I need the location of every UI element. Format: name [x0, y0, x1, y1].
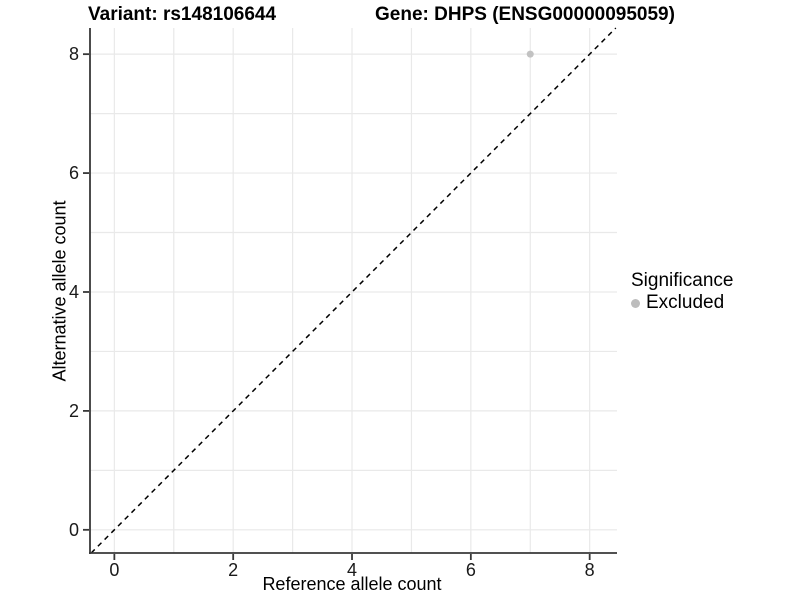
identity-dashed-line	[90, 27, 617, 554]
y-axis-title: Alternative allele count	[49, 200, 70, 382]
legend-items: Excluded	[631, 293, 733, 313]
gene-title: Gene: DHPS (ENSG00000095059)	[375, 4, 675, 25]
variant-title: Variant: rs148106644	[88, 4, 277, 25]
x-axis-title: Reference allele count	[262, 574, 442, 594]
legend-item-label: Excluded	[646, 292, 725, 313]
x-tick-label: 4	[347, 560, 357, 580]
x-tick-label: 0	[109, 560, 119, 580]
y-tick-label: 0	[69, 520, 79, 540]
x-tick-label: 2	[228, 560, 238, 580]
legend-item: Excluded	[631, 293, 733, 313]
y-tick-label: 4	[69, 282, 79, 302]
x-tick-label: 8	[585, 560, 595, 580]
legend-title: Significance	[631, 270, 734, 291]
data-point	[526, 50, 534, 58]
y-tick-label: 6	[69, 163, 79, 183]
y-tick-label: 8	[69, 44, 79, 64]
y-tick-label: 2	[69, 401, 79, 421]
legend: Significance Excluded	[631, 270, 733, 313]
x-tick-label: 6	[466, 560, 476, 580]
legend-key-dot-icon	[631, 298, 640, 308]
